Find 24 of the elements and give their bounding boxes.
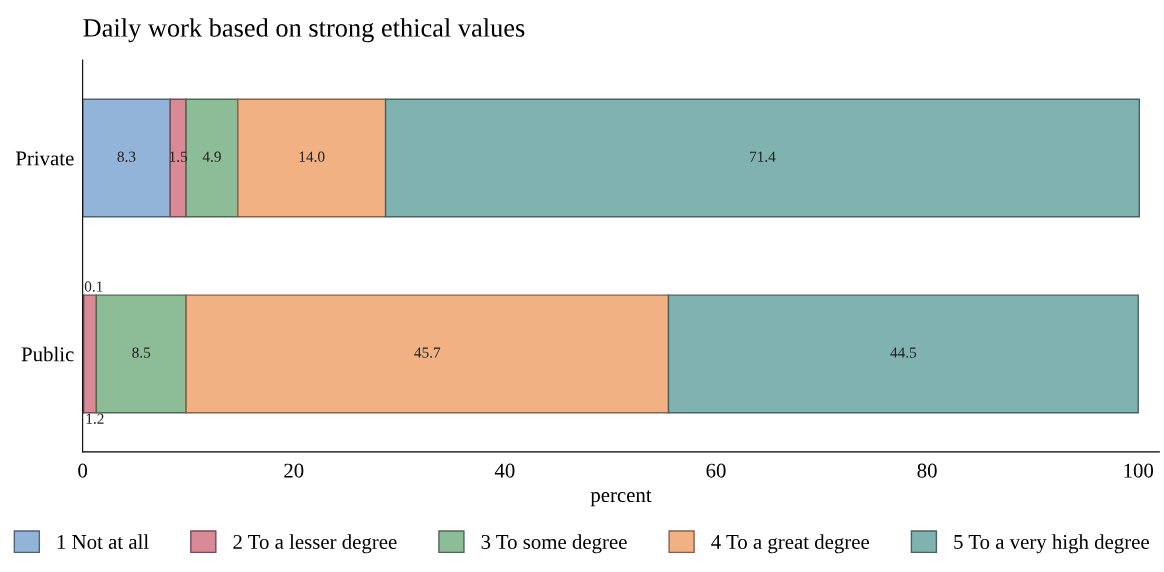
legend-label: 1 Not at all	[57, 534, 149, 549]
x-tick-label: 0	[78, 463, 88, 478]
data-label: 8.5	[132, 347, 151, 358]
chart-title: Daily work based on strong ethical values	[83, 18, 525, 43]
x-tick-label: 40	[494, 463, 515, 478]
x-axis-title: percent	[590, 490, 652, 507]
data-label: 8.3	[117, 151, 136, 162]
x-tick-label: 80	[917, 463, 937, 478]
data-label: 14.0	[299, 151, 325, 162]
x-tick-label: 20	[284, 463, 304, 478]
data-label: 45.7	[414, 347, 441, 358]
legend-label: 3 To some degree	[481, 534, 627, 554]
data-label: 1.2	[86, 413, 104, 424]
x-tick-label: 60	[706, 463, 726, 478]
data-label: 0.1	[84, 281, 103, 292]
data-label: 44.5	[890, 347, 917, 358]
y-tick-label: Private	[15, 151, 74, 166]
legend-label: 4 To a great degree	[711, 534, 870, 554]
legend-label: 2 To a lesser degree	[233, 534, 397, 554]
x-tick-label: 100	[1124, 463, 1154, 478]
legend-label: 5 To a very high degree	[954, 534, 1149, 554]
data-label: 4.9	[202, 151, 221, 162]
data-label: 71.4	[750, 151, 776, 162]
y-tick-label: Public	[21, 346, 74, 362]
